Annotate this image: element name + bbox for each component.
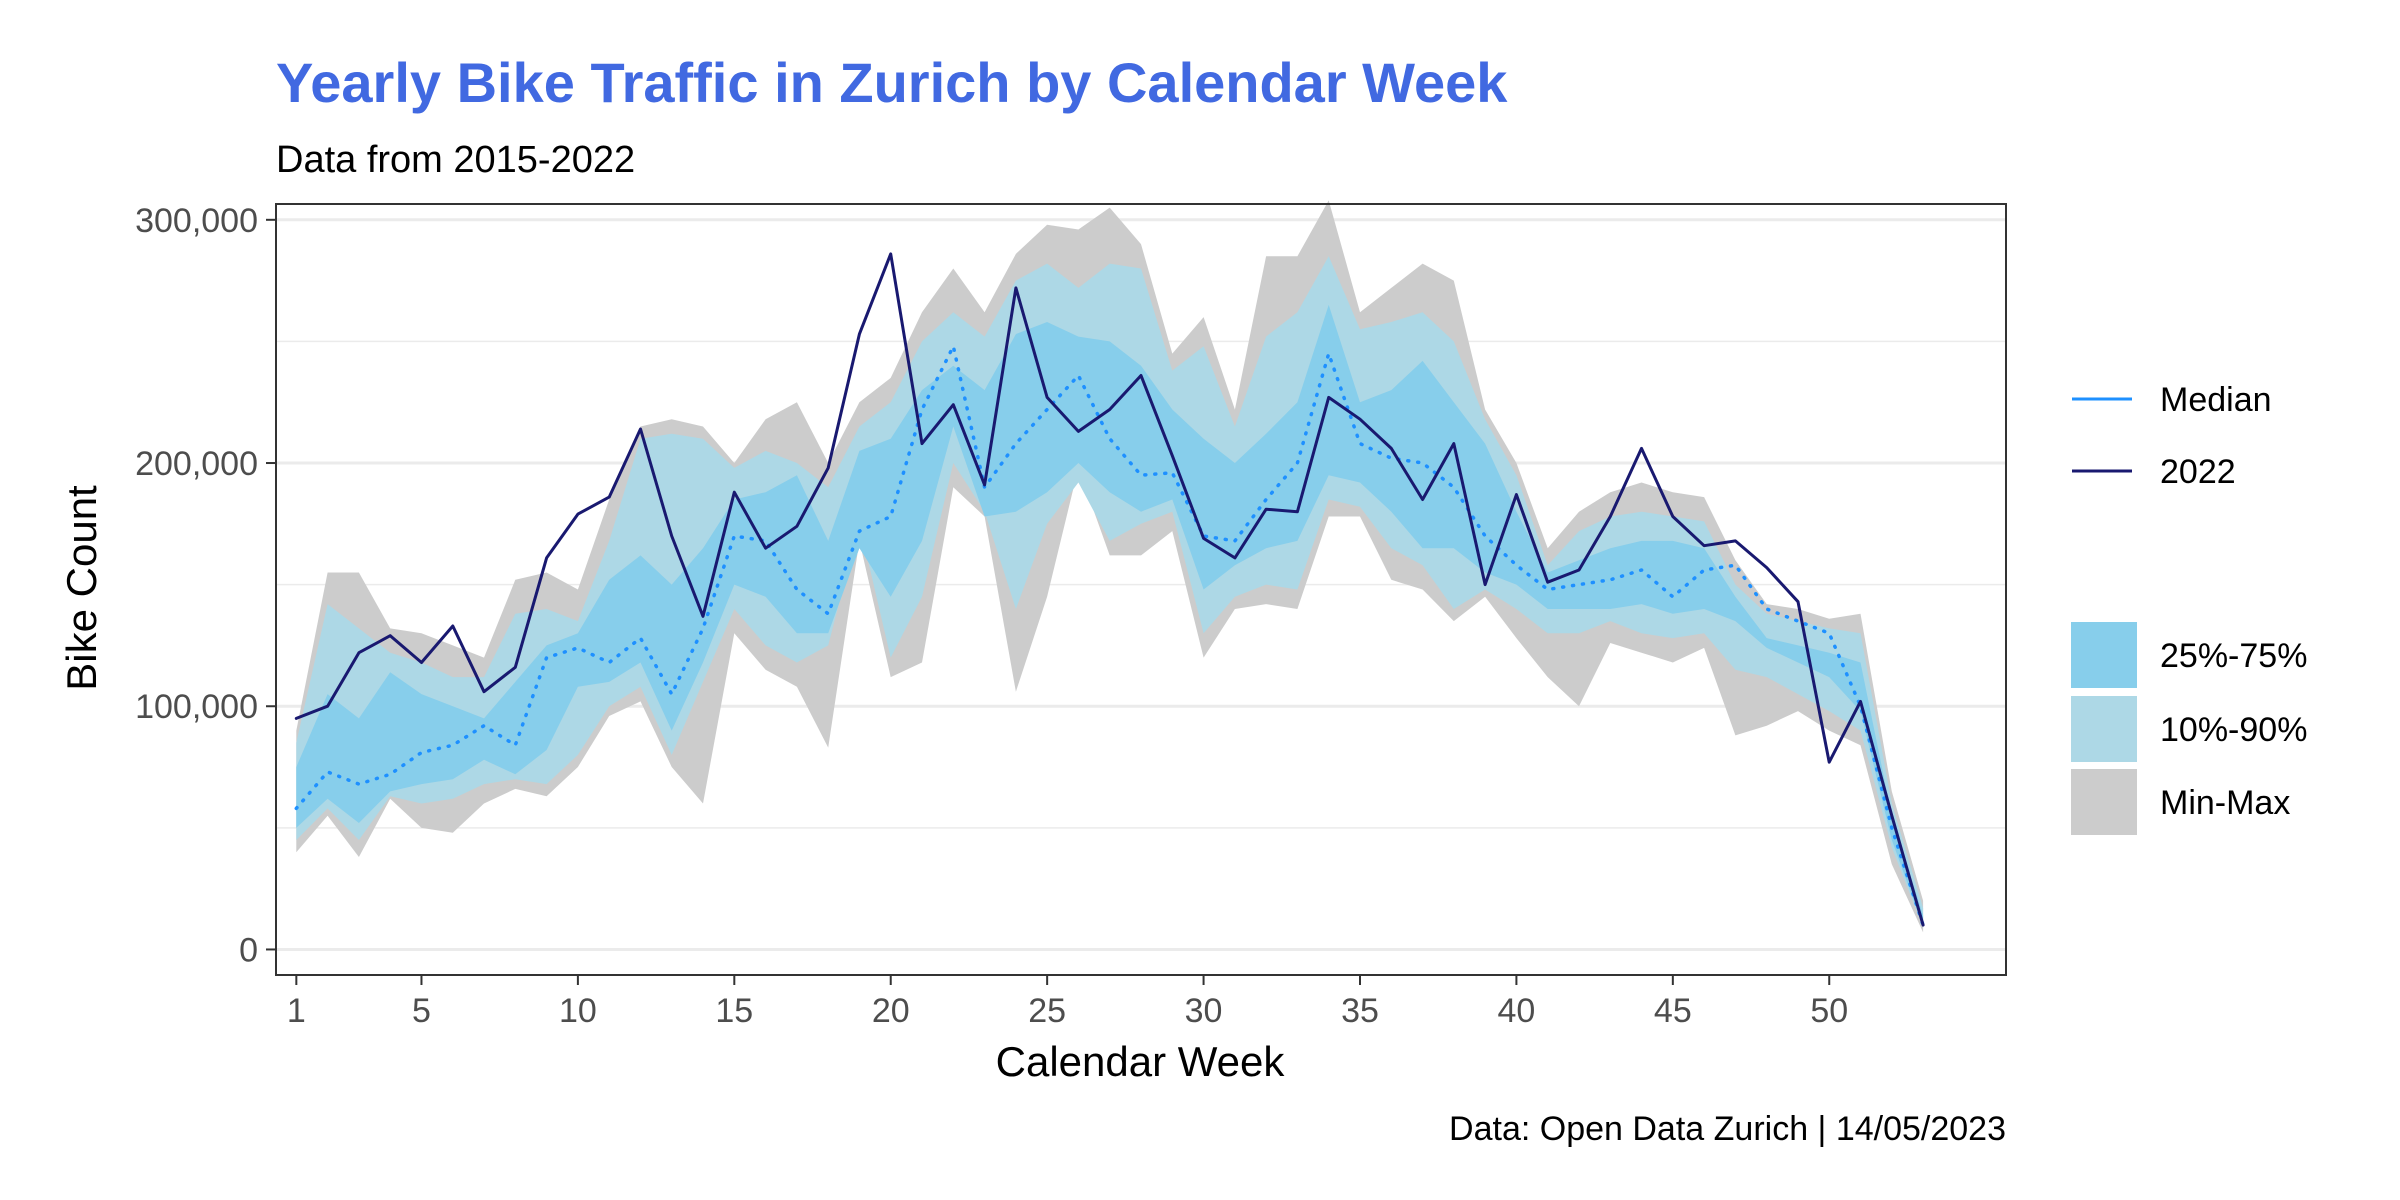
x-tick-label: 5: [412, 992, 431, 1030]
legend-label-2022: 2022: [2160, 453, 2236, 491]
band-25-75-: [296, 304, 1924, 927]
y-axis-title: Bike Count: [58, 485, 105, 691]
legend-label-25-75-: 25%-75%: [2160, 637, 2307, 675]
chart-title: Yearly Bike Traffic in Zurich by Calenda…: [276, 51, 1508, 114]
x-tick-label: 20: [872, 992, 910, 1030]
legend-label-median: Median: [2160, 381, 2272, 419]
x-tick-label: 50: [1810, 992, 1848, 1030]
legend-key-25-75-: [2071, 622, 2137, 688]
x-axis-title: Calendar Week: [996, 1038, 1286, 1085]
x-tick-label: 25: [1028, 992, 1066, 1030]
chart-caption: Data: Open Data Zurich | 14/05/2023: [1449, 1110, 2006, 1148]
x-tick-label: 35: [1341, 992, 1379, 1030]
series-line-2022: [294, 252, 1925, 927]
legend-key-10-90-: [2071, 696, 2137, 762]
y-tick-label: 100,000: [135, 688, 258, 726]
x-tick-label: 10: [559, 992, 597, 1030]
range-bands: [296, 200, 1924, 933]
x-axis-ticks: 1 5 10 15 20 25 30 35 40 45 50: [287, 975, 1848, 1030]
plot-panel-border: [275, 203, 2007, 976]
chart-subtitle: Data from 2015-2022: [276, 139, 635, 181]
y-tick-label: 300,000: [135, 202, 258, 240]
band-min-max: [296, 200, 1924, 933]
x-tick-label: 30: [1185, 992, 1223, 1030]
legend-label-min-max: Min-Max: [2160, 784, 2290, 822]
series-lines: [294, 252, 1925, 927]
y-tick-label: 0: [239, 931, 258, 969]
x-tick-label: 15: [715, 992, 753, 1030]
x-tick-label: 45: [1654, 992, 1692, 1030]
legend-key-min-max: [2071, 769, 2137, 835]
y-tick-label: 200,000: [135, 445, 258, 483]
legend: Median 2022 25%-75% 10%-90% Min-Max: [2071, 381, 2307, 835]
x-tick-label: 1: [287, 992, 306, 1030]
x-tick-label: 40: [1497, 992, 1535, 1030]
y-axis-ticks: 0 100,000 200,000 300,000: [135, 202, 276, 969]
legend-label-10-90-: 10%-90%: [2160, 711, 2307, 749]
